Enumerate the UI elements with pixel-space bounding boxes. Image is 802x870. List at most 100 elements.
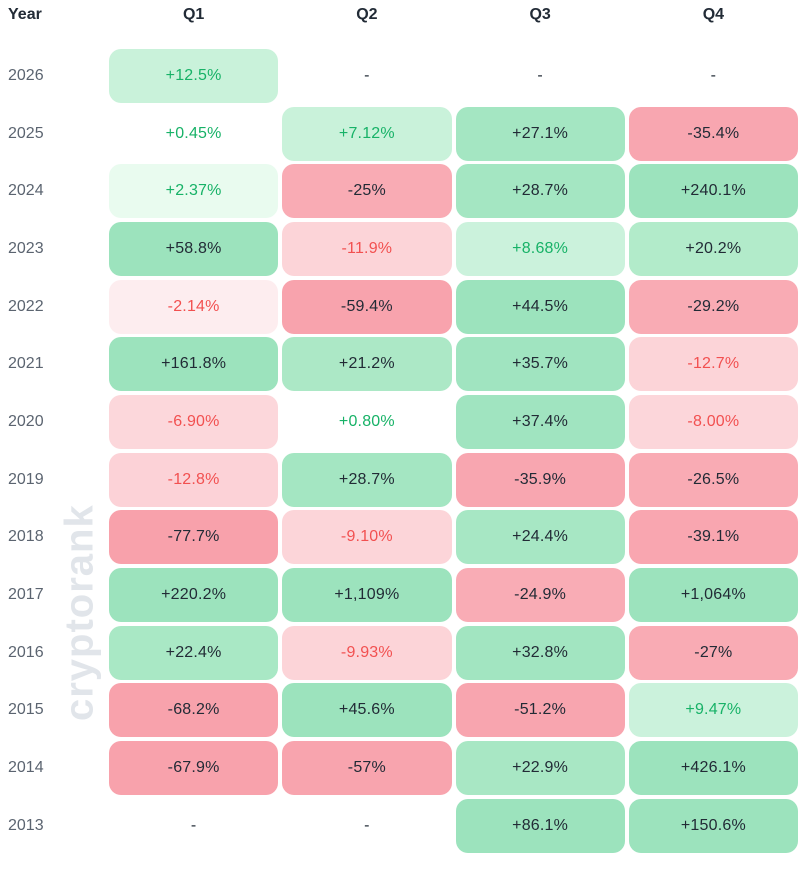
cell-2020-q2: +0.80% bbox=[338, 412, 395, 430]
row-cells: +0.45% +7.12% +27.1% -35.4% bbox=[109, 106, 798, 161]
cell-2015-q1: -68.2% bbox=[109, 683, 279, 738]
heatmap-rows: 2026 +12.5% - - - 2025 +0.45% +7.12% +27.1% -35.4… bbox=[0, 47, 802, 855]
row-cells: - - +86.1% +150.6% bbox=[109, 798, 798, 853]
cell-2026-q2: - bbox=[364, 66, 370, 84]
row-cells: +22.4% -9.93% +32.8% -27% bbox=[109, 625, 798, 680]
cell-2020-q3: +37.4% bbox=[455, 394, 625, 449]
cell-2021-q2: +21.2% bbox=[282, 337, 452, 392]
table-row-2022: 2022 -2.14% -59.4% +44.5% -29.2% bbox=[0, 278, 802, 336]
row-cells: +58.8% -11.9% +8.68% +20.2% bbox=[109, 221, 798, 276]
table-row-2023: 2023 +58.8% -11.9% +8.68% +20.2% bbox=[0, 220, 802, 278]
cell-2017-q1: +220.2% bbox=[109, 568, 279, 623]
table-row-2021: 2021 +161.8% +21.2% +35.7% -12.7% bbox=[0, 335, 802, 393]
year-label: 2023 bbox=[8, 239, 44, 257]
cell-2018-q2: -9.10% bbox=[282, 510, 452, 565]
table-header: Year Q1 Q2 Q3 Q4 bbox=[0, 0, 802, 47]
cell-2014-q2: -57% bbox=[282, 741, 452, 796]
table-row-2015: 2015 -68.2% +45.6% -51.2% +9.47% bbox=[0, 682, 802, 740]
column-header-q1: Q1 bbox=[182, 6, 205, 23]
year-label: 2026 bbox=[8, 66, 44, 84]
row-cells: -6.90% +0.80% +37.4% -8.00% bbox=[109, 394, 798, 449]
year-label: 2013 bbox=[8, 816, 44, 834]
table-row-2016: 2016 +22.4% -9.93% +32.8% -27% bbox=[0, 624, 802, 682]
cell-2020-q4: -8.00% bbox=[628, 394, 798, 449]
cell-2023-q1: +58.8% bbox=[109, 221, 279, 276]
cell-2026-q1: +12.5% bbox=[109, 48, 279, 103]
row-cells: -77.7% -9.10% +24.4% -39.1% bbox=[109, 510, 798, 565]
cell-2016-q3: +32.8% bbox=[455, 625, 625, 680]
cell-2024-q3: +28.7% bbox=[455, 164, 625, 219]
cell-2013-q2: - bbox=[364, 816, 370, 834]
cell-2019-q1: -12.8% bbox=[109, 452, 279, 507]
row-cells: +220.2% +1,109% -24.9% +1,064% bbox=[109, 568, 798, 623]
cell-2019-q4: -26.5% bbox=[628, 452, 798, 507]
year-column-header: Year bbox=[8, 6, 42, 23]
cell-2025-q2: +7.12% bbox=[282, 106, 452, 161]
cell-2015-q2: +45.6% bbox=[282, 683, 452, 738]
year-label: 2019 bbox=[8, 470, 44, 488]
row-cells: +161.8% +21.2% +35.7% -12.7% bbox=[109, 337, 798, 392]
cell-2018-q4: -39.1% bbox=[628, 510, 798, 565]
cell-2015-q4: +9.47% bbox=[628, 683, 798, 738]
year-label: 2022 bbox=[8, 297, 44, 315]
cell-2014-q3: +22.9% bbox=[455, 741, 625, 796]
year-label: 2025 bbox=[8, 124, 44, 142]
cell-2014-q4: +426.1% bbox=[628, 741, 798, 796]
table-row-2014: 2014 -67.9% -57% +22.9% +426.1% bbox=[0, 739, 802, 797]
cell-2023-q4: +20.2% bbox=[628, 221, 798, 276]
cell-2016-q2: -9.93% bbox=[282, 625, 452, 680]
cell-2021-q4: -12.7% bbox=[628, 337, 798, 392]
cell-2016-q4: -27% bbox=[628, 625, 798, 680]
cell-2018-q1: -77.7% bbox=[109, 510, 279, 565]
cell-2025-q1: +0.45% bbox=[165, 124, 222, 142]
table-row-2017: 2017 +220.2% +1,109% -24.9% +1,064% bbox=[0, 566, 802, 624]
cell-2013-q1: - bbox=[190, 816, 197, 834]
cell-2025-q3: +27.1% bbox=[455, 106, 625, 161]
cell-2017-q3: -24.9% bbox=[455, 568, 625, 623]
cell-2024-q2: -25% bbox=[282, 164, 452, 219]
cell-2017-q4: +1,064% bbox=[628, 568, 798, 623]
table-row-2024: 2024 +2.37% -25% +28.7% +240.1% bbox=[0, 162, 802, 220]
cell-2020-q1: -6.90% bbox=[109, 394, 279, 449]
cell-2021-q3: +35.7% bbox=[455, 337, 625, 392]
quarter-headers: Q1 Q2 Q3 Q4 bbox=[109, 6, 798, 24]
cell-2022-q2: -59.4% bbox=[282, 279, 452, 334]
column-header-q3: Q3 bbox=[529, 6, 551, 23]
cell-2018-q3: +24.4% bbox=[455, 510, 625, 565]
row-cells: -2.14% -59.4% +44.5% -29.2% bbox=[109, 279, 798, 334]
cell-2022-q1: -2.14% bbox=[109, 279, 279, 334]
cell-2023-q2: -11.9% bbox=[282, 221, 452, 276]
year-label: 2021 bbox=[8, 355, 44, 373]
year-label: 2015 bbox=[8, 701, 44, 719]
table-row-2019: 2019 -12.8% +28.7% -35.9% -26.5% bbox=[0, 451, 802, 509]
row-cells: -68.2% +45.6% -51.2% +9.47% bbox=[109, 683, 798, 738]
column-header-q2: Q2 bbox=[356, 6, 378, 23]
table-row-2026: 2026 +12.5% - - - bbox=[0, 47, 802, 105]
cell-2015-q3: -51.2% bbox=[455, 683, 625, 738]
year-label: 2017 bbox=[8, 586, 44, 604]
cell-2026-q3: - bbox=[537, 66, 543, 84]
year-label: 2016 bbox=[8, 643, 44, 661]
year-label: 2018 bbox=[8, 528, 44, 546]
cell-2025-q4: -35.4% bbox=[628, 106, 798, 161]
cell-2019-q3: -35.9% bbox=[455, 452, 625, 507]
table-row-2025: 2025 +0.45% +7.12% +27.1% -35.4% bbox=[0, 105, 802, 163]
row-cells: -12.8% +28.7% -35.9% -26.5% bbox=[109, 452, 798, 507]
cell-2013-q3: +86.1% bbox=[455, 798, 625, 853]
table-row-2018: 2018 -77.7% -9.10% +24.4% -39.1% bbox=[0, 509, 802, 567]
cell-2014-q1: -67.9% bbox=[109, 741, 279, 796]
cell-2021-q1: +161.8% bbox=[109, 337, 279, 392]
cell-2013-q4: +150.6% bbox=[628, 798, 798, 853]
table-row-2020: 2020 -6.90% +0.80% +37.4% -8.00% bbox=[0, 393, 802, 451]
row-cells: -67.9% -57% +22.9% +426.1% bbox=[109, 741, 798, 796]
year-label: 2020 bbox=[8, 412, 44, 430]
cell-2024-q4: +240.1% bbox=[628, 164, 798, 219]
cell-2023-q3: +8.68% bbox=[455, 221, 625, 276]
table-row-2013: 2013 - - +86.1% +150.6% bbox=[0, 797, 802, 855]
row-cells: +2.37% -25% +28.7% +240.1% bbox=[109, 164, 798, 219]
cell-2022-q4: -29.2% bbox=[628, 279, 798, 334]
cell-2022-q3: +44.5% bbox=[455, 279, 625, 334]
cell-2026-q4: - bbox=[710, 66, 717, 84]
cell-2019-q2: +28.7% bbox=[282, 452, 452, 507]
